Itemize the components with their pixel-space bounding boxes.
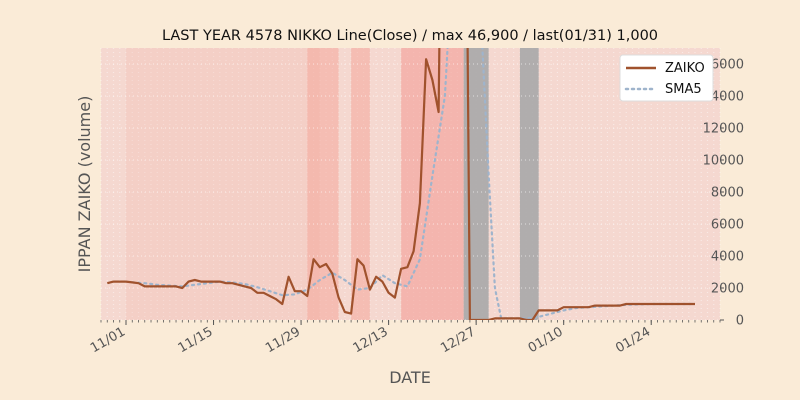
y-tick-label: 4000 bbox=[711, 250, 744, 265]
y-tick-label: 0 bbox=[736, 314, 744, 329]
shaded-region bbox=[401, 48, 464, 320]
y-tick-label: 6000 bbox=[711, 218, 744, 233]
x-tick-label: 11/29 bbox=[263, 324, 303, 356]
x-tick-label: 11/01 bbox=[88, 324, 128, 356]
x-tick-label: 01/10 bbox=[526, 324, 566, 356]
y-axis-label: IPPAN ZAIKO (volume) bbox=[75, 96, 94, 273]
y-tick-label: 2000 bbox=[711, 282, 744, 297]
legend-zaiko-label: ZAIKO bbox=[665, 61, 705, 76]
legend: ZAIKO SMA5 bbox=[619, 54, 714, 102]
shaded-regions bbox=[126, 48, 539, 320]
shaded-region bbox=[126, 48, 320, 320]
y-tick-label: 10000 bbox=[703, 154, 744, 169]
shaded-region bbox=[351, 48, 370, 320]
x-axis-label: DATE bbox=[389, 368, 431, 387]
series-layer bbox=[107, 48, 697, 320]
legend-sma5-label: SMA5 bbox=[665, 82, 702, 97]
y-tick-label: 12000 bbox=[703, 122, 744, 137]
x-axis: 11/01 11/15 11/29 12/13 12/27 01/10 01/24 bbox=[88, 320, 721, 356]
shaded-region bbox=[519, 48, 539, 320]
chart-title: LAST YEAR 4578 NIKKO Line(Close) / max 4… bbox=[162, 28, 658, 44]
series-line-zaiko bbox=[107, 48, 695, 320]
y-tick-label: 8000 bbox=[711, 186, 744, 201]
x-tick-label: 12/13 bbox=[351, 324, 391, 356]
plot-area bbox=[100, 48, 721, 321]
x-tick-label: 12/27 bbox=[438, 324, 478, 356]
x-tick-label: 01/24 bbox=[613, 324, 653, 356]
x-tick-label: 11/15 bbox=[176, 324, 216, 356]
